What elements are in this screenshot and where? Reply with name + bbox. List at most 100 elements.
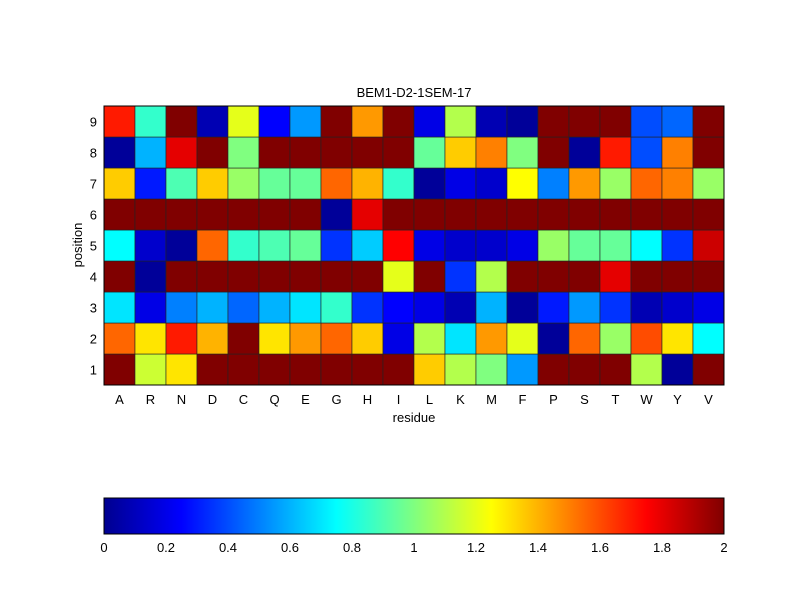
heatmap-cell-4-M bbox=[475, 260, 508, 293]
heatmap-cell-5-S bbox=[568, 229, 601, 262]
heatmap-cell-6-S bbox=[568, 198, 601, 231]
heatmap-cell-7-T bbox=[599, 167, 632, 200]
colorbar bbox=[103, 497, 725, 535]
x-tick-label: Q bbox=[269, 392, 279, 407]
heatmap-cell-3-M bbox=[475, 291, 508, 324]
heatmap-cell-5-V bbox=[692, 229, 725, 262]
heatmap-cell-9-M bbox=[475, 105, 508, 138]
heatmap-cell-2-G bbox=[320, 322, 353, 355]
heatmap-cell-5-F bbox=[506, 229, 539, 262]
heatmap-cell-1-A bbox=[103, 353, 136, 386]
heatmap-cell-3-F bbox=[506, 291, 539, 324]
heatmap-cell-7-F bbox=[506, 167, 539, 200]
x-tick-label: T bbox=[612, 392, 620, 407]
heatmap-cell-2-I bbox=[382, 322, 415, 355]
heatmap-cell-5-A bbox=[103, 229, 136, 262]
heatmap-cell-6-R bbox=[134, 198, 167, 231]
heatmap-cell-6-C bbox=[227, 198, 260, 231]
colorbar-tick-label: 2 bbox=[720, 540, 727, 555]
heatmap-cell-6-W bbox=[630, 198, 663, 231]
heatmap-cell-1-M bbox=[475, 353, 508, 386]
heatmap-cell-9-A bbox=[103, 105, 136, 138]
x-tick-label: H bbox=[363, 392, 372, 407]
heatmap-cell-6-P bbox=[537, 198, 570, 231]
colorbar-tick-label: 1.8 bbox=[653, 540, 671, 555]
heatmap-cell-4-P bbox=[537, 260, 570, 293]
heatmap-cell-3-Q bbox=[258, 291, 291, 324]
heatmap-cell-2-L bbox=[413, 322, 446, 355]
heatmap-cell-8-S bbox=[568, 136, 601, 169]
x-tick-label: N bbox=[177, 392, 186, 407]
heatmap-cell-7-H bbox=[351, 167, 384, 200]
heatmap-cell-8-V bbox=[692, 136, 725, 169]
x-tick-label: L bbox=[426, 392, 433, 407]
x-tick-label: R bbox=[146, 392, 155, 407]
heatmap-cell-5-I bbox=[382, 229, 415, 262]
x-tick-label: W bbox=[640, 392, 653, 407]
x-axis-label: residue bbox=[393, 410, 436, 425]
heatmap-cell-7-Y bbox=[661, 167, 694, 200]
heatmap-cell-5-K bbox=[444, 229, 477, 262]
heatmap-cell-2-Q bbox=[258, 322, 291, 355]
heatmap-cell-3-E bbox=[289, 291, 322, 324]
heatmap-cell-8-I bbox=[382, 136, 415, 169]
heatmap-cell-2-S bbox=[568, 322, 601, 355]
heatmap-cell-7-M bbox=[475, 167, 508, 200]
heatmap-cell-9-K bbox=[444, 105, 477, 138]
heatmap-cell-3-W bbox=[630, 291, 663, 324]
heatmap-cell-4-C bbox=[227, 260, 260, 293]
heatmap-cell-8-Q bbox=[258, 136, 291, 169]
y-tick-label: 3 bbox=[90, 301, 97, 316]
heatmap-cell-5-G bbox=[320, 229, 353, 262]
heatmap-cell-3-G bbox=[320, 291, 353, 324]
heatmap-cell-1-E bbox=[289, 353, 322, 386]
x-tick-label: M bbox=[486, 392, 497, 407]
heatmap-cell-9-Y bbox=[661, 105, 694, 138]
x-tick-label: S bbox=[580, 392, 589, 407]
heatmap-cell-3-A bbox=[103, 291, 136, 324]
heatmap-cell-3-L bbox=[413, 291, 446, 324]
heatmap-cell-8-E bbox=[289, 136, 322, 169]
heatmap-cell-5-Q bbox=[258, 229, 291, 262]
heatmap-cell-4-E bbox=[289, 260, 322, 293]
heatmap-cell-1-T bbox=[599, 353, 632, 386]
colorbar-tick-label: 0 bbox=[100, 540, 107, 555]
heatmap-cell-3-C bbox=[227, 291, 260, 324]
heatmap-cell-5-M bbox=[475, 229, 508, 262]
heatmap-cell-6-D bbox=[196, 198, 229, 231]
heatmap-cell-4-D bbox=[196, 260, 229, 293]
heatmap-cell-6-F bbox=[506, 198, 539, 231]
heatmap-cell-8-C bbox=[227, 136, 260, 169]
heatmap-cell-6-A bbox=[103, 198, 136, 231]
heatmap-cell-5-P bbox=[537, 229, 570, 262]
heatmap-cell-1-K bbox=[444, 353, 477, 386]
heatmap-cell-8-W bbox=[630, 136, 663, 169]
heatmap-cell-4-S bbox=[568, 260, 601, 293]
heatmap-cell-6-V bbox=[692, 198, 725, 231]
heatmap-cell-4-W bbox=[630, 260, 663, 293]
heatmap-cell-9-L bbox=[413, 105, 446, 138]
heatmap-cell-1-W bbox=[630, 353, 663, 386]
y-tick-label: 6 bbox=[90, 208, 97, 223]
heatmap-cell-1-L bbox=[413, 353, 446, 386]
heatmap-cell-7-N bbox=[165, 167, 198, 200]
heatmap-cell-2-H bbox=[351, 322, 384, 355]
heatmap-cell-8-N bbox=[165, 136, 198, 169]
plot-frame bbox=[103, 105, 725, 386]
heatmap-cell-9-N bbox=[165, 105, 198, 138]
heatmap-cell-1-D bbox=[196, 353, 229, 386]
heatmap-cell-6-H bbox=[351, 198, 384, 231]
heatmap-cell-3-H bbox=[351, 291, 384, 324]
heatmap-cell-6-L bbox=[413, 198, 446, 231]
x-tick-label: C bbox=[239, 392, 248, 407]
heatmap-cell-6-T bbox=[599, 198, 632, 231]
x-tick-label: V bbox=[704, 392, 713, 407]
heatmap-cell-9-H bbox=[351, 105, 384, 138]
heatmap-cell-5-L bbox=[413, 229, 446, 262]
heatmap-cell-6-Q bbox=[258, 198, 291, 231]
heatmap-cell-9-Q bbox=[258, 105, 291, 138]
heatmap-cell-3-K bbox=[444, 291, 477, 324]
heatmap-cell-3-V bbox=[692, 291, 725, 324]
heatmap-cell-9-G bbox=[320, 105, 353, 138]
